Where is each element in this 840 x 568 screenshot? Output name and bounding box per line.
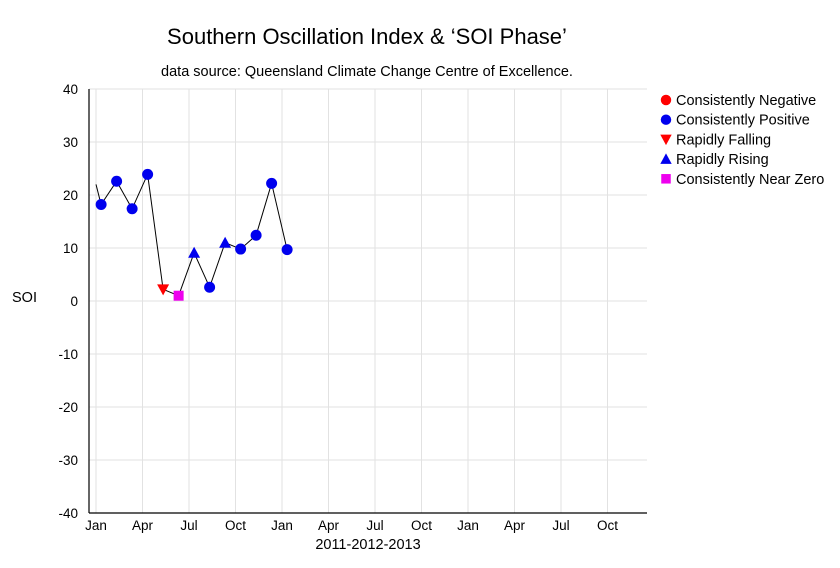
x-tick-label: Oct [597,518,618,533]
legend-marker [660,114,672,125]
legend-entry: Consistently Positive [676,113,810,129]
data-point [250,229,262,241]
legend-marker [661,174,671,184]
x-axis-label: 2011-2012-2013 [315,537,420,553]
x-tick-label: Jan [271,518,293,533]
x-tick-label: Apr [132,518,154,533]
x-tick-label: Oct [225,518,246,533]
legend-entry: Consistently Near Zero [676,172,824,188]
data-point [188,246,201,258]
y-tick-label: 10 [63,241,78,256]
legend-marker [660,94,672,106]
y-tick-labels: 40 30 20 10 0 -10 -20 -30 -40 [58,82,78,521]
data-point [173,290,184,301]
legend-marker [660,153,672,164]
data-point [266,177,278,189]
legend-entry: Consistently Negative [676,93,816,109]
data-point [157,284,170,296]
x-tick-labels: Jan Apr Jul Oct Jan Apr Jul Oct Jan Apr Jul Oct [85,518,618,533]
data-point [281,244,293,256]
y-tick-label: -20 [58,400,78,415]
data-point [219,236,232,248]
x-tick-label: Apr [318,518,340,533]
data-point [95,199,107,211]
x-tick-label: Jul [366,518,383,533]
y-axis-label: SOI [12,290,37,306]
x-tick-label: Jul [552,518,569,533]
y-tick-label: -10 [58,347,78,362]
x-tick-label: Oct [411,518,432,533]
data-point [142,168,154,180]
chart-subtitle: data source: Queensland Climate Change C… [161,64,573,80]
chart-title: Southern Oscillation Index & ‘SOI Phase’ [167,24,567,49]
legend: Consistently Negative Consistently Positi… [660,93,824,188]
legend-marker [660,134,672,146]
y-tick-label: 40 [63,82,78,97]
grid-lines [89,88,647,514]
soi-series [95,168,293,301]
y-tick-label: 0 [70,294,78,309]
data-point [126,203,138,215]
legend-entry: Rapidly Rising [676,152,769,168]
data-point [235,243,247,255]
x-tick-label: Jan [457,518,479,533]
x-tick-label: Jan [85,518,107,533]
x-tick-label: Jul [180,518,197,533]
axes [88,89,647,514]
y-tick-label: -40 [58,506,78,521]
y-tick-label: 30 [63,135,78,150]
data-point [111,175,123,187]
data-point [204,281,216,293]
y-tick-label: -30 [58,453,78,468]
x-tick-label: Apr [504,518,526,533]
y-tick-label: 20 [63,188,78,203]
legend-entry: Rapidly Falling [676,132,771,148]
